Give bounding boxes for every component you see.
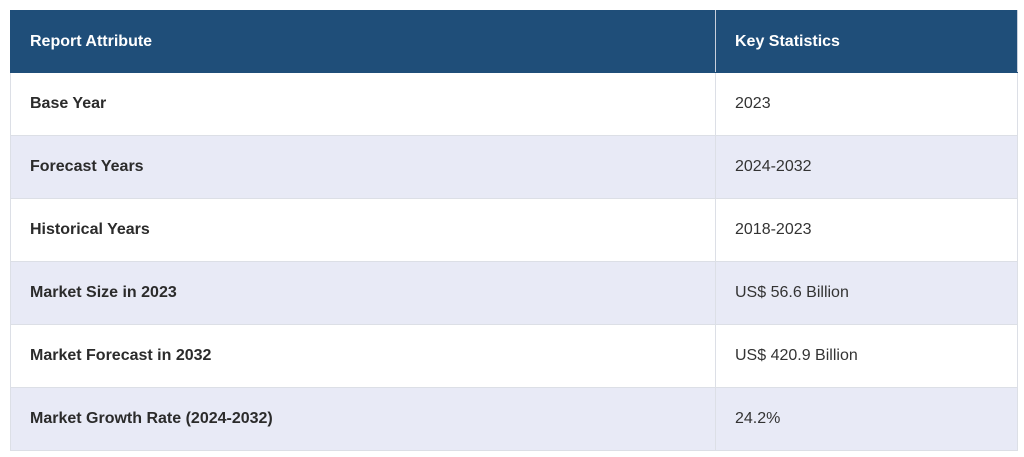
table-body: Base Year 2023 Forecast Years 2024-2032 Hist… <box>10 72 1018 451</box>
statistic-cell: 2024-2032 <box>715 135 1018 199</box>
header-cell: Key Statistics <box>715 10 1018 73</box>
attribute-cell: Market Size in 2023 <box>10 261 716 325</box>
attribute-cell: Market Forecast in 2032 <box>10 324 716 388</box>
attribute-cell: Historical Years <box>10 198 716 262</box>
statistic-cell: 24.2% <box>715 387 1018 451</box>
table-header: Report Attribute Key Statistics <box>10 10 1018 73</box>
report-table: Report Attribute Key Statistics Base Yea… <box>10 10 1018 451</box>
table-row: Forecast Years 2024-2032 <box>10 135 1018 199</box>
header-cell: Report Attribute <box>10 10 716 73</box>
header-row: Report Attribute Key Statistics <box>10 10 1018 73</box>
statistic-cell: US$ 420.9 Billion <box>715 324 1018 388</box>
table-row: Historical Years 2018-2023 <box>10 198 1018 262</box>
table-row: Market Growth Rate (2024-2032) 24.2% <box>10 387 1018 451</box>
statistic-cell: 2018-2023 <box>715 198 1018 262</box>
table-row: Market Forecast in 2032 US$ 420.9 Billion <box>10 324 1018 388</box>
statistic-cell: 2023 <box>715 72 1018 136</box>
attribute-cell: Market Growth Rate (2024-2032) <box>10 387 716 451</box>
statistic-cell: US$ 56.6 Billion <box>715 261 1018 325</box>
attribute-cell: Forecast Years <box>10 135 716 199</box>
table-row: Base Year 2023 <box>10 72 1018 136</box>
table-row: Market Size in 2023 US$ 56.6 Billion <box>10 261 1018 325</box>
attribute-cell: Base Year <box>10 72 716 136</box>
